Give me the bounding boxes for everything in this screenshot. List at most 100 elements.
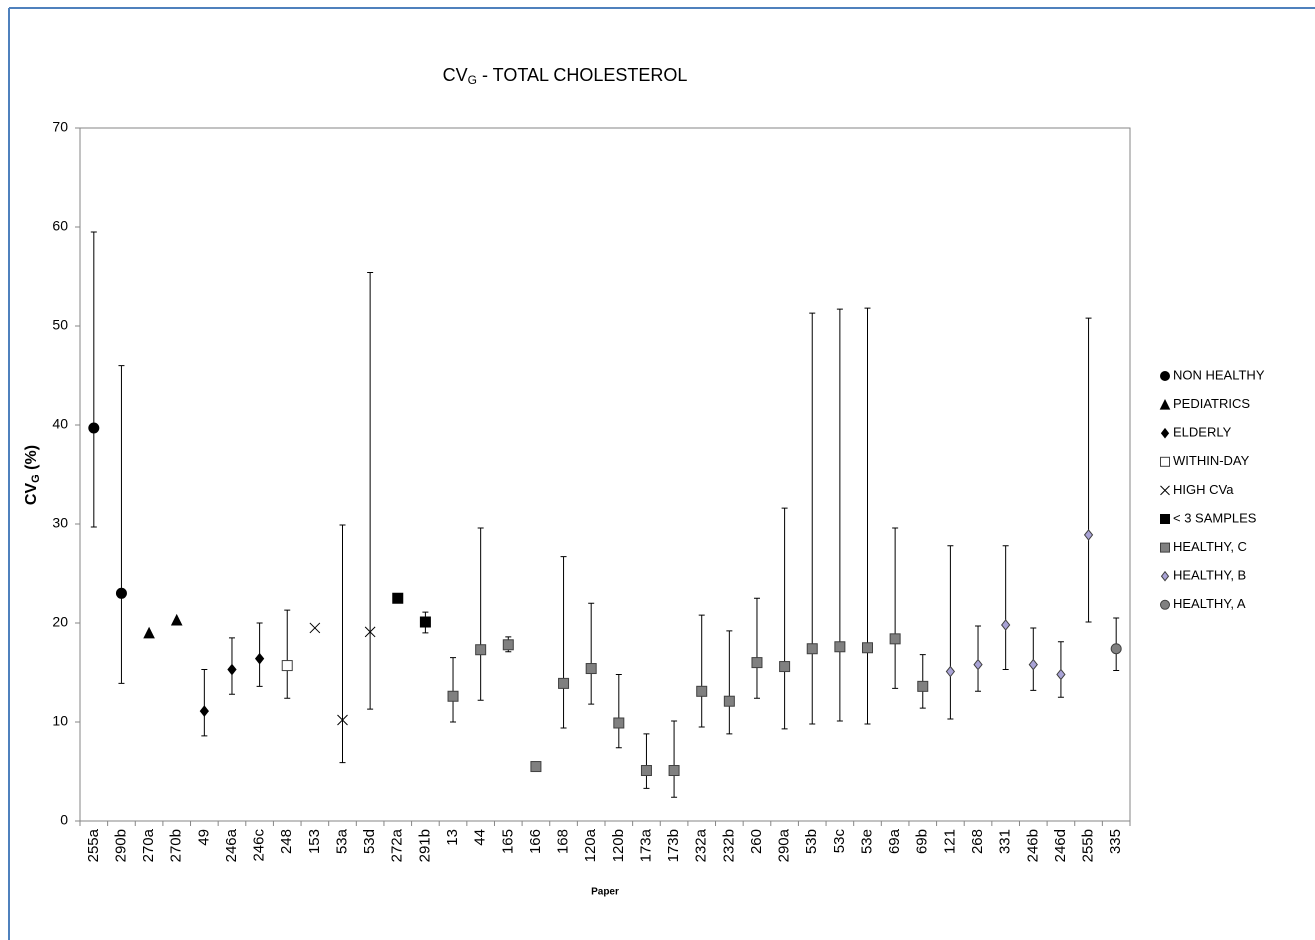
x-tick-label: 165 xyxy=(499,829,516,854)
x-tick-label: 69a xyxy=(886,828,903,854)
x-tick-label: 246d xyxy=(1052,829,1069,862)
marker xyxy=(227,663,237,676)
x-tick-label: 49 xyxy=(195,829,212,846)
marker xyxy=(917,680,929,692)
marker xyxy=(1056,668,1066,681)
x-tick-label: 53a xyxy=(333,828,350,854)
error-bar xyxy=(864,307,871,725)
error-bar xyxy=(1085,317,1092,623)
legend-label: HEALTHY, A xyxy=(1173,596,1246,611)
error-bar xyxy=(809,312,816,725)
marker xyxy=(751,657,763,669)
marker xyxy=(1001,619,1011,631)
marker xyxy=(945,665,956,678)
ylabel-main: CV xyxy=(23,483,40,506)
marker xyxy=(475,644,487,656)
x-tick-label: 272a xyxy=(389,828,406,862)
error-bar xyxy=(753,597,760,699)
x-tick-label: 232a xyxy=(693,828,710,862)
marker xyxy=(419,616,431,628)
legend-marker xyxy=(1160,485,1170,496)
y-tick-label: 60 xyxy=(52,218,68,234)
x-tick-label: 246a xyxy=(223,828,240,862)
legend-marker xyxy=(1160,570,1170,582)
marker xyxy=(1110,643,1122,655)
legend-marker xyxy=(1160,514,1170,524)
x-tick-label: 53d xyxy=(361,829,378,854)
x-tick-label: 260 xyxy=(748,829,765,854)
error-bar xyxy=(1002,545,1009,671)
marker xyxy=(640,765,652,777)
x-axis-label: Paper xyxy=(591,887,619,898)
y-tick-label: 30 xyxy=(52,515,68,531)
x-tick-label: 290a xyxy=(776,828,793,862)
title-sub: G xyxy=(468,73,477,87)
x-tick-label: 53c xyxy=(831,829,848,854)
marker xyxy=(723,695,735,707)
marker xyxy=(834,641,846,653)
error-bar xyxy=(284,609,291,699)
x-tick-label: 248 xyxy=(278,829,295,854)
error-bar xyxy=(726,630,733,735)
ylabel-rest: (%) xyxy=(23,445,40,474)
marker xyxy=(143,626,155,639)
marker xyxy=(806,643,818,655)
legend-marker xyxy=(1159,398,1171,410)
y-axis-label: CVG (%) xyxy=(23,445,42,505)
marker xyxy=(862,642,873,654)
x-tick-label: 255b xyxy=(1080,829,1097,862)
marker xyxy=(281,660,293,672)
legend-label: PEDIATRICS xyxy=(1173,396,1250,411)
legend-label: ELDERLY xyxy=(1173,425,1232,440)
y-tick-label: 0 xyxy=(60,812,68,828)
legend-marker xyxy=(1160,427,1170,439)
marker xyxy=(309,622,321,634)
marker xyxy=(447,690,459,702)
y-tick-label: 40 xyxy=(52,416,68,432)
marker xyxy=(254,652,265,665)
x-tick-label: 44 xyxy=(472,829,489,846)
y-tick-label: 70 xyxy=(52,119,68,135)
marker xyxy=(199,705,209,717)
error-bar xyxy=(90,231,97,528)
title-main: CV xyxy=(443,65,468,85)
marker xyxy=(170,613,183,626)
x-tick-label: 120a xyxy=(582,828,599,862)
x-tick-label: 153 xyxy=(306,829,323,854)
marker xyxy=(779,661,791,673)
x-tick-label: 331 xyxy=(997,829,1014,854)
marker xyxy=(973,658,983,671)
error-bar xyxy=(615,673,622,749)
error-bar xyxy=(367,272,374,710)
x-tick-label: 173a xyxy=(637,828,654,862)
error-bar xyxy=(339,524,346,764)
x-tick-label: 291b xyxy=(416,829,433,862)
x-tick-label: 173b xyxy=(665,829,682,862)
error-bar xyxy=(975,625,982,692)
marker xyxy=(1083,529,1094,541)
error-bar xyxy=(643,733,650,789)
legend-label: WITHIN-DAY xyxy=(1173,453,1250,468)
x-tick-label: 166 xyxy=(527,829,544,854)
marker xyxy=(115,587,127,599)
marker xyxy=(530,761,542,773)
legend-marker xyxy=(1160,599,1170,610)
marker xyxy=(337,714,348,726)
x-tick-label: 335 xyxy=(1107,829,1124,854)
x-tick-label: 246b xyxy=(1024,829,1041,862)
x-tick-label: 268 xyxy=(969,829,986,854)
marker xyxy=(364,626,376,638)
x-tick-label: 270b xyxy=(168,829,185,862)
x-tick-label: 121 xyxy=(941,829,958,854)
x-tick-label: 270a xyxy=(140,828,157,862)
error-bar xyxy=(477,527,484,701)
legend-label: HIGH CVa xyxy=(1173,482,1234,497)
legend-label: < 3 SAMPLES xyxy=(1173,510,1257,525)
x-tick-label: 53b xyxy=(803,829,820,854)
marker xyxy=(585,663,597,675)
ylabel-sub: G xyxy=(30,474,42,483)
x-tick-label: 53e xyxy=(858,829,875,854)
x-tick-label: 13 xyxy=(444,829,461,846)
x-tick-label: 246c xyxy=(251,829,268,862)
plot-area xyxy=(79,127,1131,822)
